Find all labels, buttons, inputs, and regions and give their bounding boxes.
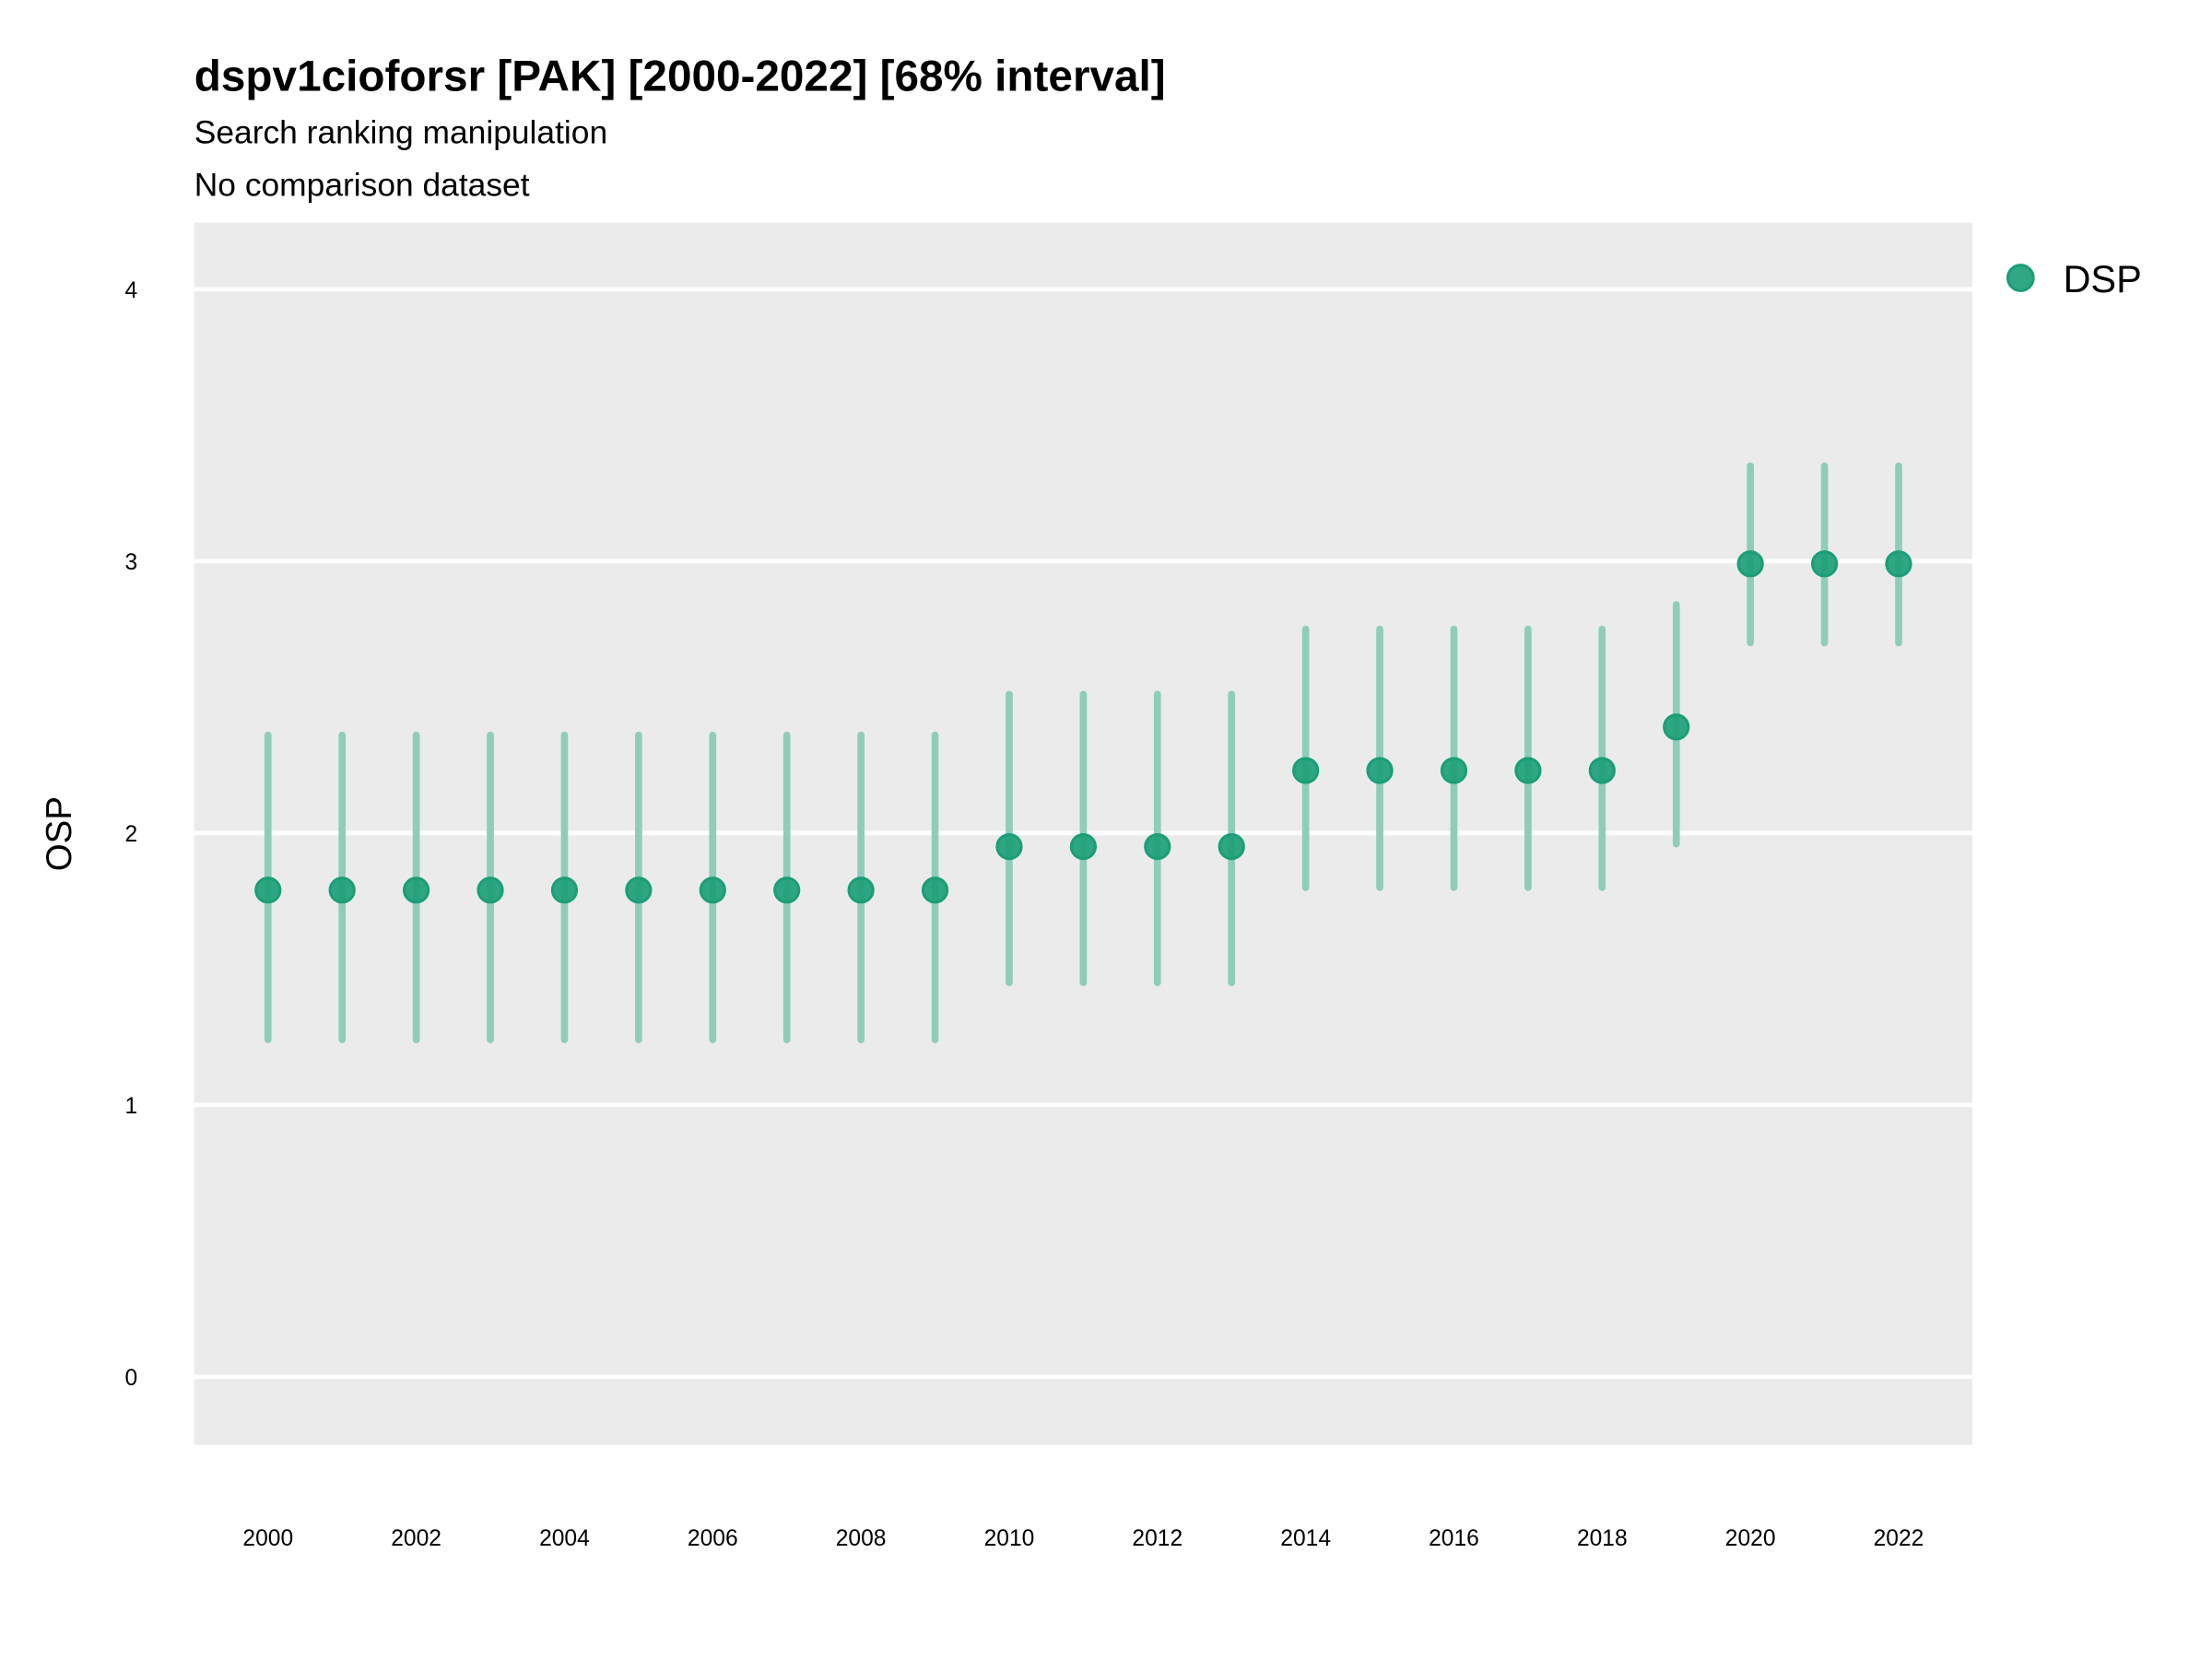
point-2004 bbox=[550, 877, 579, 904]
point-2001 bbox=[328, 877, 356, 904]
point-2005 bbox=[625, 877, 653, 904]
point-2009 bbox=[921, 877, 949, 904]
point-2013 bbox=[1218, 832, 1245, 861]
point-2008 bbox=[847, 877, 875, 904]
y-tick-label-2: 2 bbox=[125, 822, 138, 847]
x-tick-label-2022: 2022 bbox=[1874, 1526, 1924, 1551]
legend-key-dsp bbox=[2006, 264, 2035, 292]
y-tick-label-3: 3 bbox=[125, 550, 138, 575]
point-2012 bbox=[1144, 832, 1171, 861]
point-2017 bbox=[1514, 757, 1542, 784]
y-tick-label-1: 1 bbox=[125, 1094, 138, 1119]
x-tick-label-2020: 2020 bbox=[1725, 1526, 1776, 1551]
point-2002 bbox=[402, 877, 430, 904]
point-2007 bbox=[773, 877, 801, 904]
x-tick-label-2006: 2006 bbox=[688, 1526, 738, 1551]
y-axis-label: OSP bbox=[40, 796, 79, 871]
legend: DSP bbox=[2006, 257, 2142, 300]
point-2014 bbox=[1292, 757, 1320, 784]
x-tick-label-2010: 2010 bbox=[984, 1526, 1035, 1551]
x-tick-label-2004: 2004 bbox=[539, 1526, 590, 1551]
point-2019 bbox=[1663, 713, 1690, 741]
point-2018 bbox=[1588, 757, 1616, 784]
point-2010 bbox=[995, 832, 1023, 861]
point-2006 bbox=[699, 877, 726, 904]
point-2016 bbox=[1440, 757, 1468, 784]
y-tick-label-4: 4 bbox=[125, 278, 138, 303]
point-2022 bbox=[1885, 550, 1912, 578]
x-tick-label-2000: 2000 bbox=[242, 1526, 293, 1551]
x-tick-label-2012: 2012 bbox=[1132, 1526, 1182, 1551]
x-tick-label-2008: 2008 bbox=[836, 1526, 887, 1551]
point-2020 bbox=[1736, 550, 1764, 578]
point-2021 bbox=[1810, 550, 1839, 578]
chart-title: dspv1cioforsr [PAK] [2000-2022] [68% int… bbox=[194, 52, 1166, 100]
legend-label-dsp: DSP bbox=[2063, 257, 2141, 300]
y-tick-label-0: 0 bbox=[125, 1366, 138, 1391]
point-2000 bbox=[254, 877, 282, 904]
point-2011 bbox=[1069, 832, 1097, 861]
point-2015 bbox=[1366, 757, 1394, 784]
chart-caption: No comparison dataset bbox=[194, 167, 530, 203]
x-tick-label-2002: 2002 bbox=[391, 1526, 441, 1551]
x-tick-label-2018: 2018 bbox=[1577, 1526, 1628, 1551]
x-tick-label-2016: 2016 bbox=[1429, 1526, 1479, 1551]
chart-subtitle: Search ranking manipulation bbox=[194, 114, 607, 150]
x-tick-label-2014: 2014 bbox=[1280, 1526, 1331, 1551]
point-2003 bbox=[477, 877, 504, 904]
